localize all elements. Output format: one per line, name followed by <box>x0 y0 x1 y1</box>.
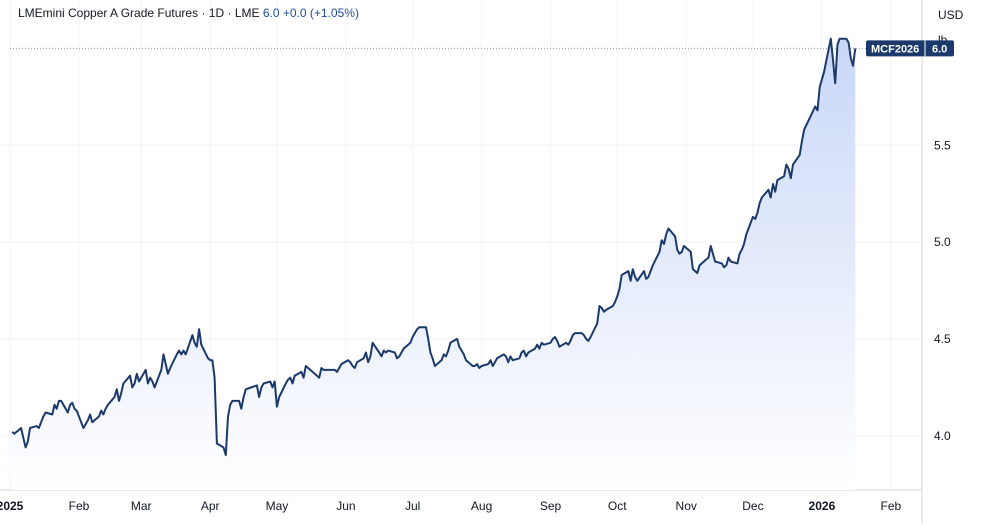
x-tick-label: Feb <box>69 499 90 513</box>
exchange-label: LME <box>234 6 260 20</box>
interval-label: 1D <box>208 6 225 20</box>
x-tick-label: Oct <box>608 499 627 513</box>
currency-label: USD <box>938 8 964 22</box>
x-tick-label: Aug <box>471 499 492 513</box>
price-tag-symbol: MCF2026 <box>871 43 919 55</box>
y-axis-ticks: 4.0 4.5 5.0 5.5 <box>934 138 951 443</box>
legend-separator: · <box>227 6 232 20</box>
change-percent: (+1.05%) <box>309 6 359 20</box>
legend-separator: · <box>201 6 206 20</box>
last-price-tag: MCF2026 6.0 <box>866 40 954 57</box>
price-tag-value: 6.0 <box>932 43 947 55</box>
y-tick-label: 5.5 <box>934 138 951 152</box>
x-tick-label: Jul <box>405 499 420 513</box>
change-value: +0.0 <box>282 6 307 20</box>
x-tick-label: Mar <box>131 499 152 513</box>
y-tick-label: 5.0 <box>934 235 951 249</box>
x-tick-label: Apr <box>201 499 220 513</box>
y-tick-label: 4.0 <box>934 429 951 443</box>
price-line-series <box>11 37 857 457</box>
chart-legend: LMEmini Copper A Grade Futures · 1D · LM… <box>18 6 359 20</box>
last-value: 6.0 <box>262 6 280 20</box>
unit-label: lb <box>938 33 948 47</box>
x-tick-label: 2025 <box>0 499 24 513</box>
x-tick-label: Jun <box>336 499 355 513</box>
x-tick-label: Sep <box>540 499 562 513</box>
price-tag-background <box>866 40 954 57</box>
symbol-name: LMEmini Copper A Grade Futures <box>18 6 199 20</box>
x-tick-label: 2026 <box>809 499 836 513</box>
x-tick-label: Nov <box>676 499 697 513</box>
price-area-fill <box>12 38 856 490</box>
x-tick-label: May <box>266 499 289 513</box>
x-axis-ticks: 2025 Feb Mar Apr May Jun Jul Aug Sep Oct Nov Dec 202… <box>0 499 902 513</box>
x-tick-label: Dec <box>742 499 763 513</box>
y-tick-label: 4.5 <box>934 332 951 346</box>
x-tick-label: Feb <box>881 499 902 513</box>
